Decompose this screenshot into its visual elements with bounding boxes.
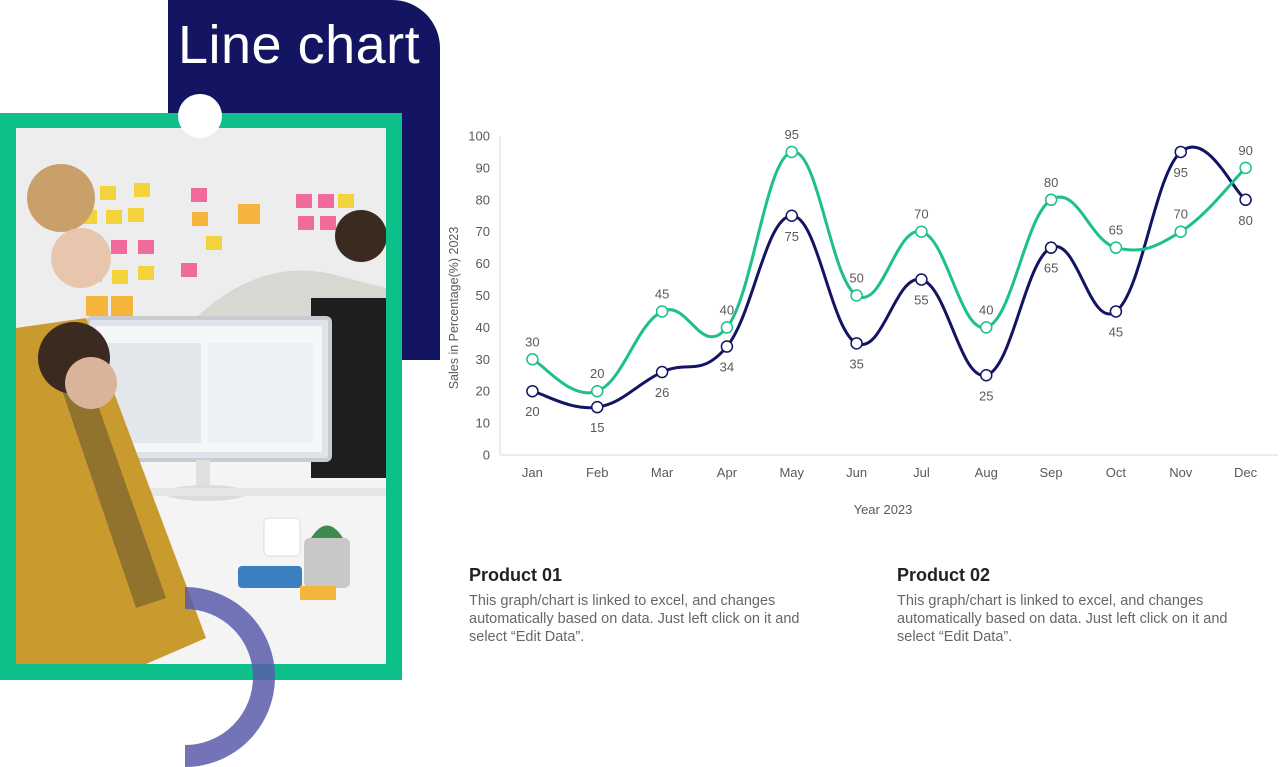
y-tick-label: 0 [483, 448, 490, 463]
x-tick-label: Apr [717, 465, 738, 480]
office-photo-illustration [16, 128, 386, 664]
series-1-point [980, 369, 993, 382]
series-2-data-label: 45 [655, 286, 669, 301]
series-2-data-label: 30 [525, 334, 539, 349]
series-2-point [1044, 193, 1058, 207]
series-1-data-label: 20 [525, 404, 539, 419]
series-1-data-label: 34 [720, 360, 734, 375]
series-2-point [850, 289, 863, 302]
series-1-data-label: 75 [785, 229, 799, 244]
x-tick-label: Jan [522, 465, 543, 480]
series-1-point [785, 209, 798, 222]
y-tick-label: 80 [476, 192, 490, 207]
series-2-data-label: 70 [1174, 207, 1188, 222]
series-1-data-label: 26 [655, 385, 669, 400]
series-1-point [850, 337, 863, 350]
line-chart: 0 10 20 30 40 50 60 70 80 90 100 Jan Feb Mar Apr May Jun… [440, 118, 1280, 528]
series-2-data-label: 95 [785, 127, 799, 142]
y-tick-label: 50 [476, 288, 490, 303]
series-2-data-label: 50 [849, 271, 863, 286]
x-tick-label: May [779, 465, 804, 480]
series-1-point [720, 340, 734, 353]
x-tick-label: Jul [913, 465, 930, 480]
series-2-data-label: 40 [720, 302, 734, 317]
series-2-point [915, 225, 928, 238]
series-1-data-label: 35 [849, 356, 863, 371]
product-01-block: Product 01 This graph/chart is linked to… [469, 565, 819, 646]
series-1-point [1044, 241, 1058, 254]
y-tick-label: 20 [476, 384, 490, 399]
series-1-data-label: 25 [979, 388, 993, 403]
series-2-point [1239, 161, 1252, 175]
series-1-data-label: 80 [1238, 213, 1252, 228]
office-photo [16, 128, 386, 664]
series-2-point [1174, 225, 1187, 238]
x-tick-label: Mar [651, 465, 674, 480]
product-02-block: Product 02 This graph/chart is linked to… [897, 565, 1247, 646]
series-2-data-label: 65 [1109, 223, 1123, 238]
product-02-description: This graph/chart is linked to excel, and… [897, 593, 1228, 645]
x-tick-label: Dec [1234, 465, 1258, 480]
x-tick-label: Oct [1106, 465, 1127, 480]
product-01-description: This graph/chart is linked to excel, and… [469, 593, 800, 645]
series-1-point [1174, 145, 1187, 159]
series-1-data-label: 45 [1109, 324, 1123, 339]
y-tick-label: 30 [476, 352, 490, 367]
series-2-data-label: 80 [1044, 175, 1058, 190]
series-1-data-label: 55 [914, 293, 928, 308]
series-2-data-label: 90 [1238, 143, 1252, 158]
decorative-dot [178, 94, 222, 138]
y-tick-label: 60 [476, 256, 490, 271]
series-1-data-label: 65 [1044, 261, 1058, 276]
series-2-point [655, 305, 669, 318]
chart-svg: 0 10 20 30 40 50 60 70 80 90 100 Jan Feb Mar Apr May Jun… [447, 127, 1278, 517]
chart-axes: 0 10 20 30 40 50 60 70 80 90 100 Jan Feb Mar Apr May Jun… [468, 129, 1278, 480]
series-1-data-label: 15 [590, 420, 604, 435]
x-axis-label: Year 2023 [854, 502, 913, 517]
series-2-point [720, 321, 734, 334]
series-1-point [591, 400, 604, 414]
series-2-data-label: 20 [590, 366, 604, 381]
y-tick-label: 40 [476, 320, 490, 335]
y-tick-label: 90 [476, 160, 490, 175]
series-line-1 [532, 145, 1247, 410]
series-2-data-label: 70 [914, 207, 928, 222]
x-tick-label: Feb [586, 465, 608, 480]
y-axis-label: Sales in Percentage(%) 2023 [447, 227, 461, 390]
series-1-point [655, 365, 669, 379]
series-1-point [1109, 305, 1123, 318]
product-02-title: Product 02 [897, 565, 991, 585]
series-2-point [1109, 241, 1123, 254]
page-title: Line chart [178, 15, 421, 75]
x-tick-label: Sep [1040, 465, 1063, 480]
y-tick-label: 10 [476, 416, 490, 431]
series-1-data-label: 95 [1174, 165, 1188, 180]
y-tick-label: 70 [476, 224, 490, 239]
product-01-title: Product 01 [469, 565, 563, 585]
series-1-point [526, 384, 539, 398]
series-2-point [980, 321, 993, 334]
x-tick-label: Aug [975, 465, 998, 480]
series-2-data-label: 40 [979, 302, 993, 317]
series-line-2 [531, 150, 1247, 395]
series-2-point [591, 384, 604, 398]
y-tick-label: 100 [468, 129, 490, 144]
x-tick-label: Nov [1169, 465, 1193, 480]
series-1-point [1239, 193, 1252, 207]
series-2-point [785, 145, 798, 159]
x-tick-label: Jun [846, 465, 867, 480]
chart-series: 20 15 26 34 75 35 55 25 65 45 95 80 30 20 45 40 95 50 70 40… [525, 127, 1253, 435]
series-2-point [526, 353, 539, 366]
series-1-point [915, 273, 928, 286]
